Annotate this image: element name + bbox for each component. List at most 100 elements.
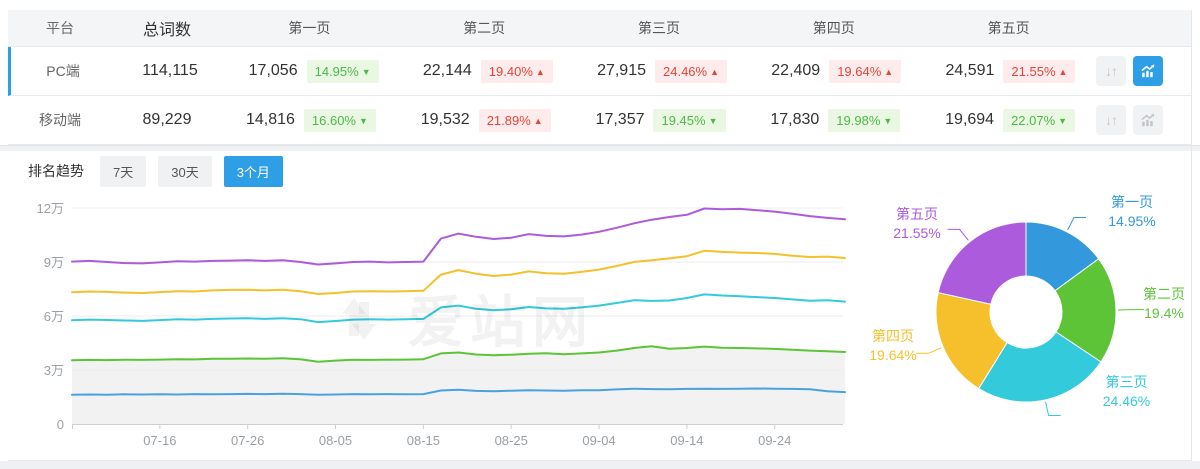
donut-label-line <box>916 347 942 354</box>
sort-button[interactable]: ↓↑ <box>1096 56 1127 86</box>
donut-label-name: 第四页 <box>872 328 914 344</box>
page-5-cell: 24,591 21.55% ▲ <box>922 59 1096 83</box>
page-count-value: 17,056 <box>248 62 298 79</box>
change-badge: 19.64% ▲ <box>829 59 902 83</box>
x-tick-label: 09-04 <box>582 433 615 448</box>
arrow-down-icon: ▼ <box>708 115 718 126</box>
y-tick-label: 0 <box>57 417 64 432</box>
section-divider <box>0 145 1200 151</box>
donut-slice-第二页[interactable] <box>1054 258 1117 363</box>
x-tick-label: 08-25 <box>495 433 528 448</box>
arrow-down-icon: ▼ <box>883 115 893 126</box>
donut-slice-第四页[interactable] <box>935 292 1008 390</box>
y-tick-label: 12万 <box>37 201 64 216</box>
change-badge: 19.98% ▼ <box>828 108 901 132</box>
page-share-donut-chart: 第一页 14.95% 第二页 19.4% 第三页 24.46% 第四页 19.64% 第五页 21… <box>860 185 1194 460</box>
column-header-0: 平台 <box>46 20 74 36</box>
page-count-value: 19,532 <box>420 111 470 128</box>
donut-label-line <box>1045 401 1061 417</box>
column-header-1: 总词数 <box>142 22 191 39</box>
y-tick-label: 3万 <box>44 363 64 378</box>
donut-label-pct: 19.4% <box>1144 305 1184 321</box>
page-count-value: 27,915 <box>597 62 646 79</box>
y-tick-label: 6万 <box>44 309 64 324</box>
page-1-cell: 17,056 14.95% ▼ <box>225 59 399 83</box>
donut-label-name: 第一页 <box>1111 194 1153 210</box>
column-header-5: 第四页 <box>812 20 855 36</box>
trend-chart-button[interactable] <box>1133 56 1164 86</box>
donut-label-第二页: 第二页 19.4% <box>1132 285 1196 323</box>
page-4-cell: 22,409 19.64% ▲ <box>748 59 922 83</box>
donut-chart-svg <box>916 216 1144 417</box>
donut-label-name: 第五页 <box>896 206 938 222</box>
arrow-down-icon: ▼ <box>358 115 368 126</box>
area-fill <box>72 346 845 424</box>
x-tick-label: 08-05 <box>319 433 352 448</box>
page-2-cell: 22,144 19.40% ▲ <box>399 59 573 83</box>
column-header-3: 第二页 <box>463 20 506 36</box>
change-badge: 19.40% ▲ <box>480 59 553 83</box>
trend-chart-icon <box>1141 64 1155 78</box>
y-tick-label: 9万 <box>44 255 64 270</box>
x-tick-label: 07-16 <box>143 433 176 448</box>
page-count-value: 17,830 <box>770 111 820 128</box>
trend-chart-icon <box>1141 113 1155 127</box>
arrow-down-icon: ▼ <box>1058 115 1068 126</box>
trend-toolbar: 排名趋势 7天 30天 3个月 <box>28 155 295 187</box>
page-3-cell: 17,357 19.45% ▼ <box>572 108 747 132</box>
trend-line-chart: 07-16 07-26 08-05 08-15 08-25 09-04 09-14 09-24… <box>28 192 852 460</box>
change-badge: 21.89% ▲ <box>478 108 551 132</box>
sort-button[interactable]: ↓↑ <box>1095 105 1126 135</box>
donut-label-pct: 21.55% <box>893 225 941 241</box>
change-badge: 16.60% ▼ <box>303 108 376 132</box>
x-tick-label: 09-24 <box>758 433 791 448</box>
column-header-6: 第五页 <box>987 20 1030 36</box>
series-line-第二页 <box>71 345 846 363</box>
keyword-rank-table: 平台 总词数 第一页 第二页 第三页 第四页 第五页 PC端 114,115 17,056 14.… <box>8 10 1192 145</box>
donut-label-pct: 14.95% <box>1108 213 1156 229</box>
change-badge: 14.95% ▼ <box>306 59 379 83</box>
arrow-up-icon: ▲ <box>1058 66 1068 77</box>
total-words-cell: 114,115 <box>142 62 198 79</box>
arrow-up-icon: ▲ <box>710 66 720 77</box>
donut-label-name: 第三页 <box>1105 374 1148 390</box>
change-badge: 21.55% ▲ <box>1003 59 1076 83</box>
arrow-up-icon: ▲ <box>535 66 545 77</box>
table-row[interactable]: 移动端 89,229 14,816 16.60% ▼ 19,532 21.89% ▲ 17,35… <box>8 96 1192 145</box>
trend-section-title: 排名趋势 <box>28 163 84 179</box>
donut-slice-第三页[interactable] <box>977 331 1102 403</box>
trend-tab-1[interactable]: 30天 <box>158 155 212 187</box>
page-count-value: 22,409 <box>771 62 821 79</box>
series-line-第五页 <box>71 207 846 266</box>
donut-label-name: 第二页 <box>1143 286 1185 302</box>
trend-tab-0[interactable]: 7天 <box>100 155 147 187</box>
donut-slice-第五页[interactable] <box>937 221 1027 305</box>
trend-chart-button[interactable] <box>1132 105 1163 135</box>
page-count-value: 22,144 <box>422 62 472 79</box>
rank-table-body: PC端 114,115 17,056 14.95% ▼ 22,144 19.40% ▲ 27,9… <box>8 47 1192 145</box>
table-row[interactable]: PC端 114,115 17,056 14.95% ▼ 22,144 19.40% ▲ 27,9… <box>8 47 1192 96</box>
page-count-value: 24,591 <box>945 62 995 79</box>
column-header-4: 第三页 <box>637 20 680 36</box>
change-badge: 24.46% ▲ <box>655 59 728 83</box>
arrow-up-icon: ▲ <box>884 66 894 77</box>
row-actions: ↓↑ <box>1095 105 1192 135</box>
donut-label-pct: 24.46% <box>1102 393 1151 409</box>
donut-label-第一页: 第一页 14.95% <box>1082 193 1182 231</box>
total-words-cell: 89,229 <box>142 111 192 128</box>
donut-label-第五页: 第五页 21.55% <box>886 205 948 243</box>
donut-label-line <box>947 228 969 241</box>
arrow-up-icon: ▲ <box>533 115 543 126</box>
trend-range-tabs: 7天 30天 3个月 <box>100 155 295 187</box>
arrow-down-icon: ▼ <box>361 66 371 77</box>
line-chart-svg: 07-16 07-26 08-05 08-15 08-25 09-04 09-14 09-24… <box>37 201 846 448</box>
page-2-cell: 19,532 21.89% ▲ <box>397 108 572 132</box>
trend-tab-2[interactable]: 3个月 <box>223 155 283 187</box>
rank-table-header: 平台 总词数 第一页 第二页 第三页 第四页 第五页 <box>8 10 1192 47</box>
page-count-value: 14,816 <box>245 111 295 128</box>
donut-label-pct: 19.64% <box>869 347 917 363</box>
platform-cell: 移动端 <box>39 112 81 128</box>
change-badge: 19.45% ▼ <box>653 108 726 132</box>
column-header-2: 第一页 <box>288 20 331 36</box>
series-line-第三页 <box>71 293 846 324</box>
